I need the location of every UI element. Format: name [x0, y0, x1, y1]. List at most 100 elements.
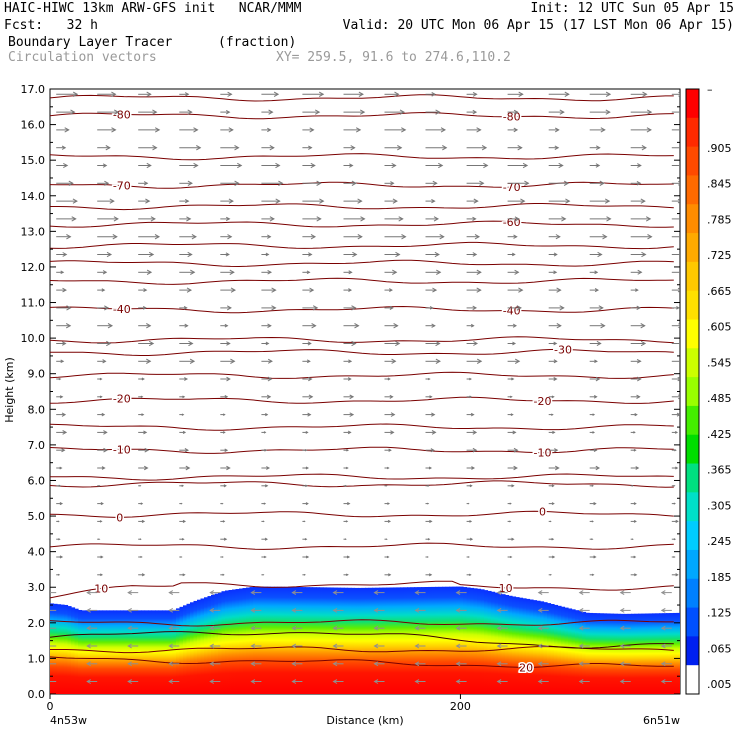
tracer-column: [582, 611, 587, 694]
circulation-vector-head: [414, 625, 420, 631]
tracer-column: [372, 587, 377, 694]
circulation-vector-head: [291, 679, 297, 684]
circulation-vector-head: [469, 377, 472, 381]
circulation-vector-head: [168, 643, 174, 649]
circulation-vector-head: [390, 181, 395, 186]
circulation-vector-head: [145, 198, 151, 204]
circulation-vector-head: [86, 625, 91, 631]
colorbar-label: .185: [707, 571, 732, 584]
y-axis-label: Height (km): [3, 357, 16, 423]
tracer-column: [596, 613, 601, 694]
circulation-vector-head: [140, 555, 143, 559]
circulation-vector-head: [556, 323, 562, 329]
circulation-vector-head: [266, 394, 272, 399]
circulation-vector-head: [564, 91, 570, 97]
y-tick-label: 11.0: [21, 297, 46, 310]
tracer-column: [88, 610, 93, 694]
circulation-vector-head: [225, 109, 231, 115]
circulation-vector-head: [332, 661, 338, 667]
tracer-column: [365, 587, 370, 694]
circulation-vector-head: [470, 412, 475, 417]
circulation-vector-head: [559, 109, 565, 115]
circulation-vector-head: [553, 377, 558, 381]
tracer-column: [620, 613, 625, 694]
tracer-column: [606, 613, 611, 694]
tracer-column: [267, 586, 272, 694]
temperature-contour: [50, 181, 674, 189]
circulation-vector-head: [428, 573, 433, 577]
circulation-vector-head: [637, 163, 642, 168]
circulation-vector-head: [385, 538, 388, 541]
colorbar-swatch: [686, 175, 699, 205]
circulation-vector-head: [186, 216, 192, 222]
circulation-vector-head: [127, 590, 132, 595]
circulation-vector-head: [99, 520, 103, 523]
circulation-vector-head: [61, 412, 67, 417]
y-tick-label: 2.0: [28, 617, 46, 630]
tracer-column: [92, 610, 97, 694]
temperature-contour: [50, 656, 674, 668]
circulation-vector-head: [391, 162, 397, 169]
circulation-vector-head: [346, 555, 351, 559]
tracer-column: [519, 597, 524, 694]
circulation-vector-head: [556, 287, 562, 293]
circulation-vector-head: [373, 643, 379, 649]
circulation-vector-head: [308, 376, 313, 382]
circulation-vector-head: [551, 395, 555, 399]
header-line1-right: Init: 12 UTC Sun 05 Apr 15: [530, 1, 735, 16]
circulation-vector-head: [266, 466, 271, 470]
circulation-vector-head: [387, 502, 391, 505]
circulation-vector-head: [434, 251, 440, 258]
tracer-column: [78, 609, 83, 694]
circulation-vector-head: [619, 625, 625, 631]
tracer-column: [564, 607, 569, 694]
circulation-vector-head: [127, 607, 132, 613]
circulation-vector-head: [60, 359, 65, 364]
y-tick-label: 13.0: [21, 225, 46, 238]
tracer-column: [235, 589, 240, 694]
circulation-vector-head: [673, 502, 676, 505]
circulation-vector-head: [46, 626, 50, 630]
circulation-vector-head: [182, 430, 187, 435]
circulation-vector-head: [678, 91, 680, 97]
circulation-vector-head: [66, 234, 72, 240]
circulation-vector-head: [387, 377, 391, 381]
tracer-column: [354, 587, 359, 694]
circulation-vector-head: [537, 625, 543, 631]
circulation-vector-head: [267, 358, 273, 364]
circulation-vector-head: [619, 679, 625, 684]
x-left-endpoint: 4n53w: [50, 714, 87, 727]
circulation-vector-head: [99, 395, 103, 399]
circulation-vector-head: [508, 573, 511, 576]
circulation-vector-head: [439, 234, 445, 240]
circulation-vector-head: [455, 661, 461, 667]
circulation-vector-head: [510, 413, 514, 417]
circulation-vector-head: [593, 555, 597, 559]
tracer-column: [298, 587, 303, 694]
tracer-column: [438, 586, 443, 694]
colorbar-label: .485: [707, 392, 732, 405]
circulation-vector-head: [64, 127, 70, 133]
circulation-vector-head: [209, 661, 215, 667]
circulation-vector-head: [554, 448, 559, 453]
tracer-column: [617, 613, 622, 694]
circulation-vector-head: [306, 270, 311, 275]
circulation-vector-head: [641, 145, 647, 151]
circulation-vector-head: [675, 466, 679, 470]
circulation-vector-head: [347, 502, 351, 506]
circulation-vector-head: [427, 502, 430, 505]
circulation-vector-head: [455, 679, 461, 684]
circulation-vector-head: [318, 91, 325, 97]
circulation-vector-head: [429, 519, 433, 523]
tracer-column: [228, 589, 233, 694]
circulation-vector-head: [473, 340, 479, 346]
contour-label: -40: [113, 303, 131, 316]
circulation-vector-head: [112, 234, 118, 240]
circulation-vector-head: [373, 590, 379, 595]
circulation-vector-head: [291, 590, 297, 595]
circulation-vector-head: [193, 127, 199, 133]
circulation-vector-head: [633, 448, 637, 452]
circulation-vector-head: [101, 288, 106, 292]
tracer-column: [176, 608, 181, 694]
circulation-vector-head: [472, 430, 478, 435]
